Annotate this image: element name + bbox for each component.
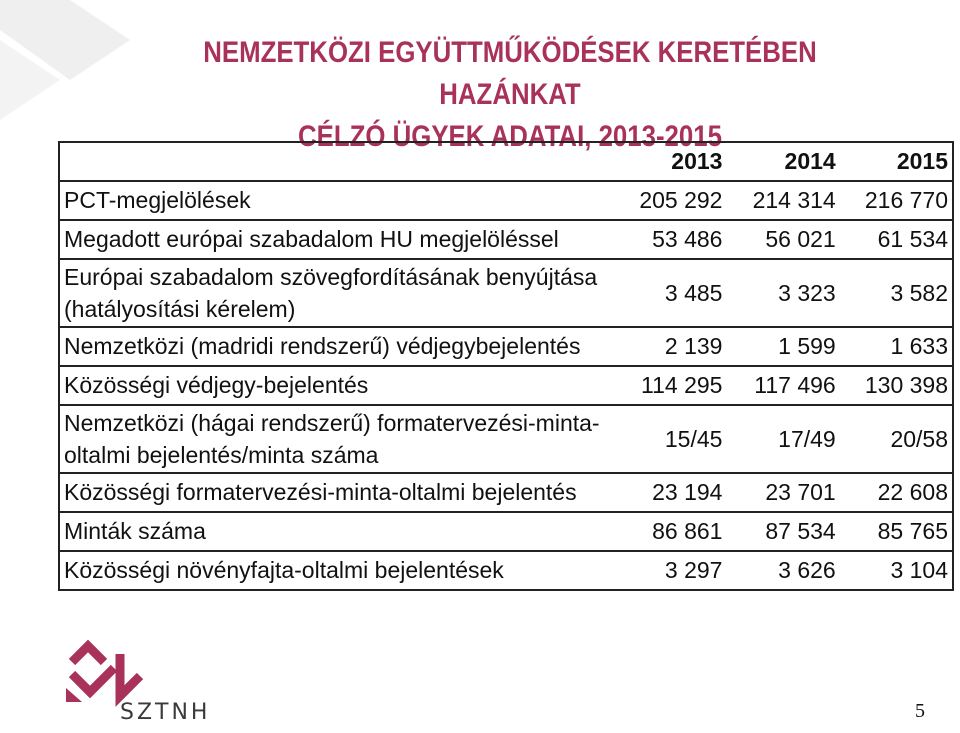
header-year: 2015 <box>896 148 948 174</box>
title-line-1: NEMZETKÖZI EGYÜTTMŰKÖDÉSEK KERETÉBEN HAZ… <box>203 36 817 111</box>
row-value: 216 770 <box>839 180 953 220</box>
row-value: 117 496 <box>726 365 840 405</box>
table-row: Nemzetközi (madridi rendszerű) védjegybe… <box>59 326 953 366</box>
page-title: NEMZETKÖZI EGYÜTTMŰKÖDÉSEK KERETÉBEN HAZ… <box>140 32 880 158</box>
row-value: 15/45 <box>613 404 727 473</box>
row-value: 1 633 <box>839 326 953 366</box>
row-label: PCT-megjelölések <box>59 180 614 220</box>
row-value: 130 398 <box>839 365 953 405</box>
row-value: 17/49 <box>726 404 840 473</box>
row-value: 56 021 <box>726 219 840 259</box>
row-value: 3 297 <box>613 550 727 590</box>
row-value: 1 599 <box>726 326 840 366</box>
row-value: 114 295 <box>613 365 727 405</box>
row-value: 85 765 <box>839 511 953 551</box>
row-value: 3 582 <box>839 258 953 327</box>
row-label: Minták száma <box>59 511 614 551</box>
row-label: Közösségi formatervezési-minta-oltalmi b… <box>59 472 614 512</box>
row-value: 3 485 <box>613 258 727 327</box>
row-label: Közösségi védjegy-bejelentés <box>59 365 614 405</box>
row-value: 205 292 <box>613 180 727 220</box>
header-year: 2013 <box>671 148 723 174</box>
row-label: Nemzetközi (madridi rendszerű) védjegybe… <box>59 326 614 366</box>
header-year: 2014 <box>784 148 836 174</box>
table-row: PCT-megjelölések 205 292 214 314 216 770 <box>59 180 953 220</box>
table-row: Európai szabadalom szövegfordításának be… <box>59 258 953 327</box>
row-label: Közösségi növényfajta-oltalmi bejelentés… <box>59 550 614 590</box>
row-value: 2 139 <box>613 326 727 366</box>
table-row: Megadott európai szabadalom HU megjelölé… <box>59 219 953 259</box>
title-line-2: CÉLZÓ ÜGYEK ADATAI, 2013-2015 <box>298 120 722 153</box>
table-row: Közösségi formatervezési-minta-oltalmi b… <box>59 472 953 512</box>
table-header-row: 2013 2014 2015 <box>59 142 953 181</box>
row-label: Nemzetközi (hágai rendszerű) formatervez… <box>59 404 614 473</box>
row-value: 53 486 <box>613 219 727 259</box>
table-row: Közösségi védjegy-bejelentés 114 295 117… <box>59 365 953 405</box>
table-row: Nemzetközi (hágai rendszerű) formatervez… <box>59 404 953 473</box>
row-value: 3 104 <box>839 550 953 590</box>
header-empty <box>59 142 613 181</box>
row-label: Európai szabadalom szövegfordításának be… <box>59 258 614 327</box>
row-value: 3 626 <box>726 550 840 590</box>
row-label: Megadott európai szabadalom HU megjelölé… <box>59 219 614 259</box>
row-value: 22 608 <box>839 472 953 512</box>
row-value: 3 323 <box>726 258 840 327</box>
sztnh-logo-icon <box>66 640 144 707</box>
table-row: Közösségi növényfajta-oltalmi bejelentés… <box>59 550 953 590</box>
statistics-table: 2013 2014 2015 PCT-megjelölések 205 292 … <box>58 141 954 591</box>
page-number: 5 <box>915 700 925 722</box>
row-value: 23 194 <box>613 472 727 512</box>
row-value: 86 861 <box>613 511 727 551</box>
row-value: 61 534 <box>839 219 953 259</box>
logo-text: SZTNH <box>120 700 211 725</box>
row-value: 23 701 <box>726 472 840 512</box>
row-value: 20/58 <box>839 404 953 473</box>
row-value: 214 314 <box>726 180 840 220</box>
table-row: Minták száma 86 861 87 534 85 765 <box>59 511 953 551</box>
row-value: 87 534 <box>726 511 840 551</box>
